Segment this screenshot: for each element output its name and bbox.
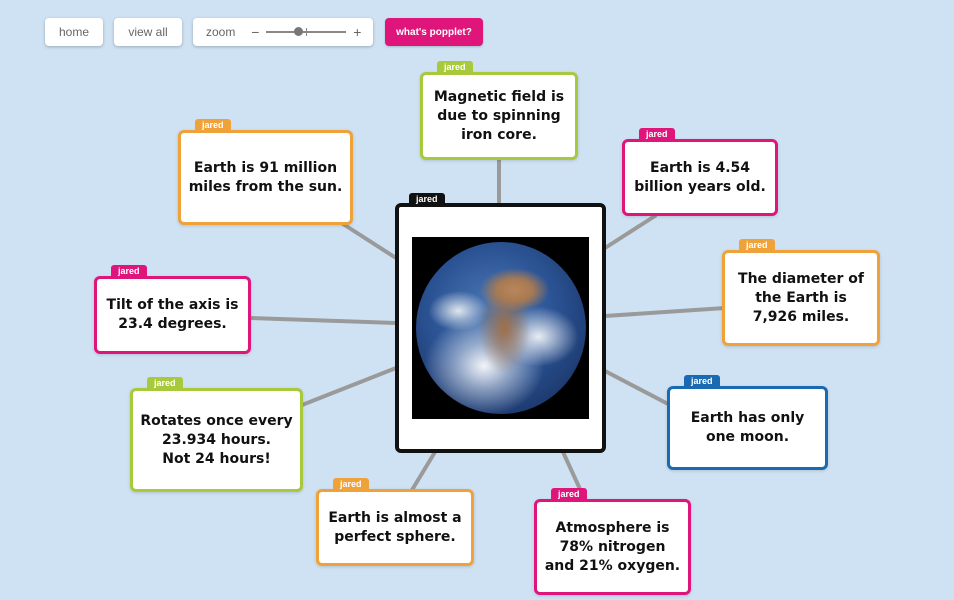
home-button[interactable]: home [45, 18, 103, 46]
popple-atmosphere[interactable]: jared Atmosphere is 78% nitrogen and 21%… [534, 488, 691, 595]
zoom-in-button[interactable]: + [353, 24, 362, 40]
popple-rotation[interactable]: jared Rotates once every 23.934 hours. N… [130, 377, 303, 492]
popple-age[interactable]: jared Earth is 4.54 billion years old. [622, 128, 778, 216]
author-tag: jared [684, 375, 720, 388]
connector-line [603, 369, 672, 407]
popple-sphere[interactable]: jared Earth is almost a perfect sphere. [316, 478, 474, 566]
popple-text: The diameter of the Earth is 7,926 miles… [738, 270, 864, 325]
author-tag: jared [195, 119, 231, 132]
author-tag: jared [333, 478, 369, 491]
popple-text: Rotates once every 23.934 hours. Not 24 … [140, 412, 293, 467]
popple-text: Magnetic field is due to spinning iron c… [433, 88, 565, 143]
zoom-tick [306, 28, 308, 36]
whats-popplet-button[interactable]: what's popplet? [385, 18, 483, 46]
connector-line [338, 220, 398, 260]
popple-axis-tilt[interactable]: jared Tilt of the axis is 23.4 degrees. [94, 265, 251, 354]
author-tag: jared [409, 193, 445, 206]
author-tag: jared [639, 128, 675, 141]
zoom-slider[interactable] [266, 27, 347, 36]
earth-globe-graphic [416, 242, 586, 414]
author-tag: jared [551, 488, 587, 501]
popple-text: Earth has only one moon. [690, 410, 805, 445]
popple-diameter[interactable]: jared The diameter of the Earth is 7,926… [722, 239, 880, 346]
connector-line [603, 214, 657, 250]
popple-distance-sun[interactable]: jared Earth is 91 million miles from the… [178, 119, 353, 225]
zoom-slider-thumb[interactable] [294, 27, 304, 36]
connector-line [603, 306, 727, 318]
connector-line [248, 316, 398, 325]
zoom-label: zoom [206, 25, 236, 39]
connector-line [300, 366, 398, 407]
center-image-popple[interactable]: jared [395, 193, 606, 453]
popple-magnetic-field[interactable]: jared Magnetic field is due to spinning … [420, 61, 578, 160]
popple-text: Atmosphere is 78% nitrogen and 21% oxyge… [544, 519, 681, 574]
popple-text: Earth is 91 million miles from the sun. [188, 159, 343, 195]
popple-text: Earth is almost a perfect sphere. [328, 509, 462, 545]
popple-text: Earth is 4.54 billion years old. [634, 159, 766, 195]
author-tag: jared [111, 265, 147, 278]
author-tag: jared [437, 61, 473, 74]
zoom-control: zoom − + [193, 18, 373, 46]
popple-text: Tilt of the axis is 23.4 degrees. [106, 297, 239, 332]
zoom-out-button[interactable]: − [251, 24, 260, 40]
author-tag: jared [147, 377, 183, 390]
connector-line [410, 450, 437, 492]
popple-moon[interactable]: jared Earth has only one moon. [667, 375, 828, 470]
author-tag: jared [739, 239, 775, 252]
earth-image [412, 237, 589, 419]
view-all-button[interactable]: view all [114, 18, 182, 46]
